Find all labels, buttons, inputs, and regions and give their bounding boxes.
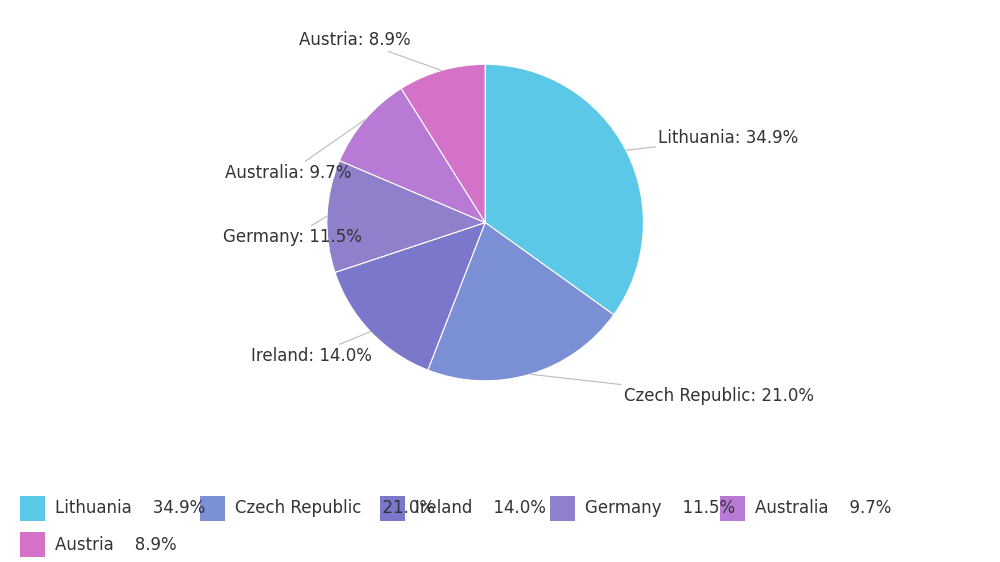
Wedge shape bbox=[335, 223, 485, 370]
FancyBboxPatch shape bbox=[200, 496, 225, 521]
Text: Ireland: 14.0%: Ireland: 14.0% bbox=[251, 332, 371, 365]
Text: Austria    8.9%: Austria 8.9% bbox=[55, 536, 177, 554]
FancyBboxPatch shape bbox=[550, 496, 575, 521]
Wedge shape bbox=[340, 88, 485, 223]
Text: Germany    11.5%: Germany 11.5% bbox=[585, 500, 735, 518]
Wedge shape bbox=[428, 223, 614, 381]
Text: Australia: 9.7%: Australia: 9.7% bbox=[225, 120, 365, 182]
FancyBboxPatch shape bbox=[720, 496, 745, 521]
Wedge shape bbox=[327, 161, 485, 273]
FancyBboxPatch shape bbox=[380, 496, 405, 521]
Text: Austria: 8.9%: Austria: 8.9% bbox=[299, 30, 441, 70]
Text: Czech Republic    21.0%: Czech Republic 21.0% bbox=[235, 500, 435, 518]
Wedge shape bbox=[485, 64, 643, 315]
FancyBboxPatch shape bbox=[20, 532, 45, 558]
Text: Ireland    14.0%: Ireland 14.0% bbox=[415, 500, 546, 518]
Text: Germany: 11.5%: Germany: 11.5% bbox=[223, 216, 362, 246]
Text: Lithuania    34.9%: Lithuania 34.9% bbox=[55, 500, 205, 518]
Text: Czech Republic: 21.0%: Czech Republic: 21.0% bbox=[530, 374, 814, 405]
FancyBboxPatch shape bbox=[20, 496, 45, 521]
Wedge shape bbox=[401, 64, 485, 223]
Text: Lithuania: 34.9%: Lithuania: 34.9% bbox=[626, 129, 799, 150]
Text: Australia    9.7%: Australia 9.7% bbox=[755, 500, 891, 518]
